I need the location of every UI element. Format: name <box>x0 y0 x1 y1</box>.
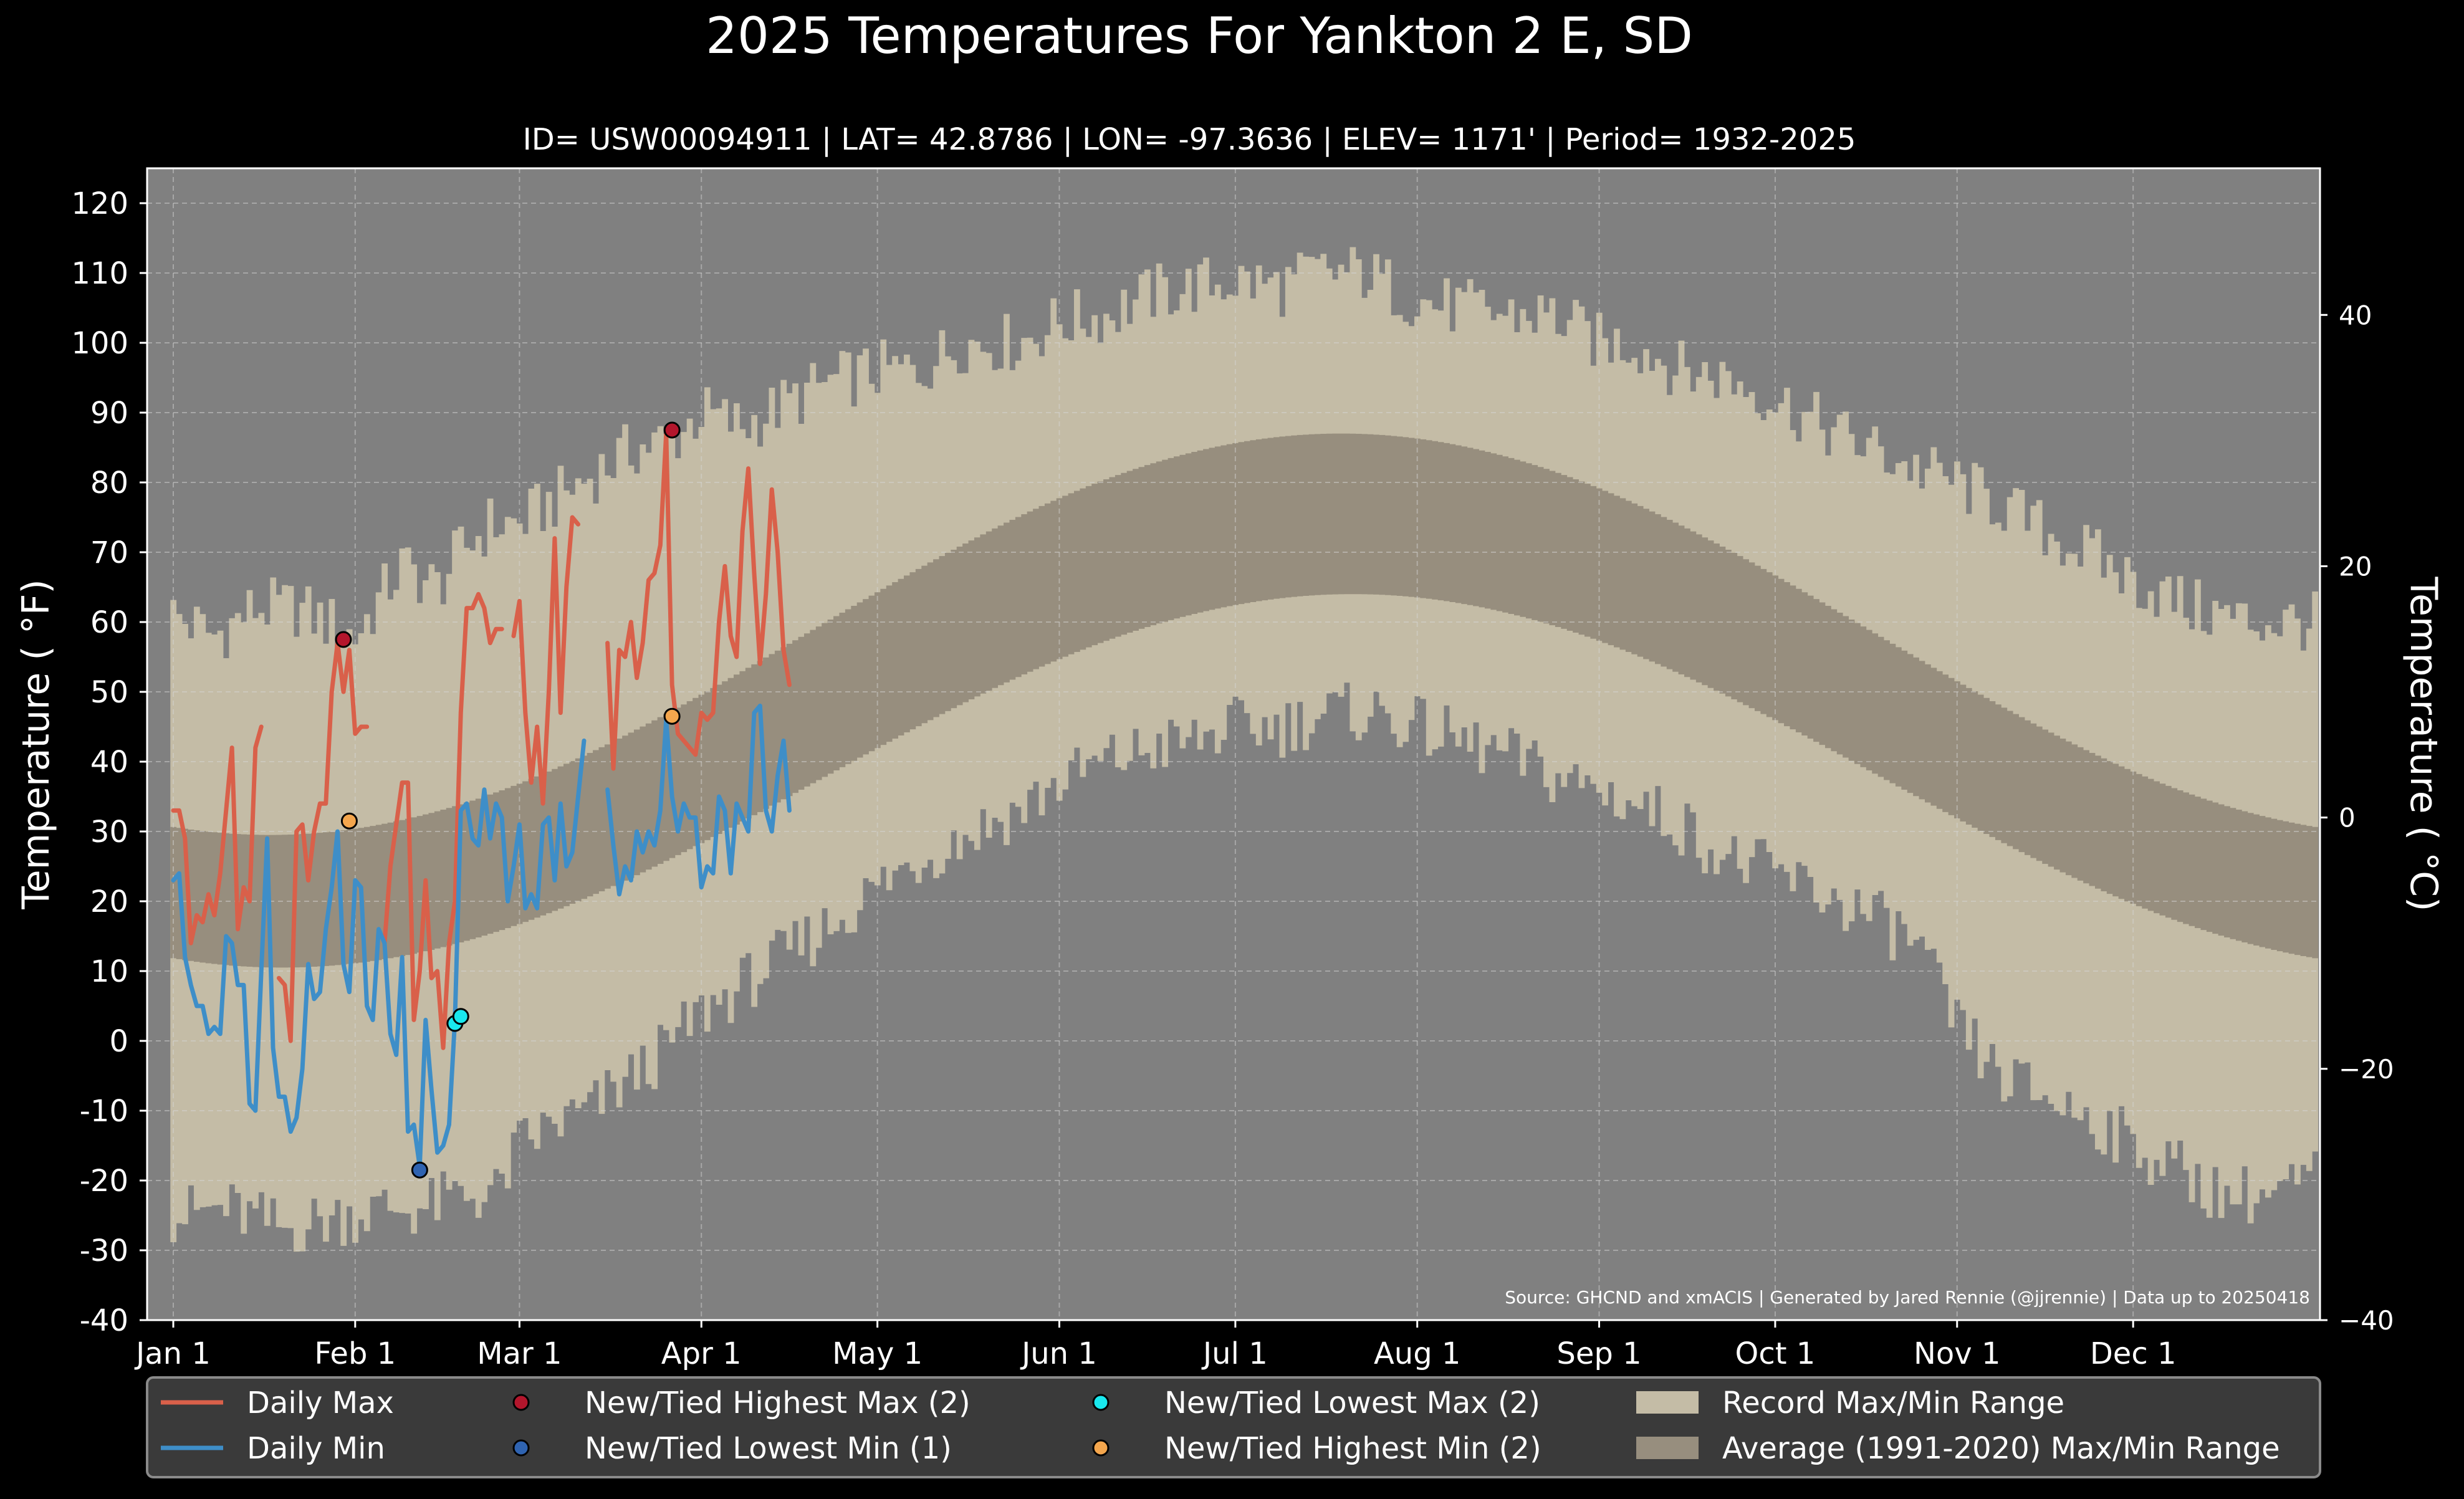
legend-swatch <box>1092 1394 1110 1411</box>
x-tick-label: May 1 <box>832 1336 923 1371</box>
plot-area <box>147 168 2320 1321</box>
x-tick-label: Aug 1 <box>1374 1336 1461 1371</box>
y-tick-label: 80 <box>90 466 128 500</box>
y-tick-label: 10 <box>90 954 128 989</box>
y2-axis-label: Temperature ( °C) <box>2402 577 2445 912</box>
legend-label: Daily Min <box>247 1431 385 1466</box>
y-tick-label: 60 <box>90 605 128 640</box>
y2-tick-label: −40 <box>2339 1305 2394 1336</box>
x-tick-label: Jun 1 <box>1020 1336 1097 1371</box>
legend-label: Average (1991-2020) Max/Min Range <box>1722 1431 2280 1466</box>
record-range-bars <box>170 247 2319 1252</box>
y2-tick-label: 40 <box>2339 300 2372 330</box>
x-tick-label: Apr 1 <box>661 1336 742 1371</box>
x-tick-label: Jul 1 <box>1201 1336 1268 1371</box>
record-marker <box>663 421 681 439</box>
axes: -40 -30 -20 -10 0 10 20 30 40 50 60 70 80 90 100 110 120… <box>71 167 2394 1371</box>
plot-frame <box>146 167 2321 1321</box>
legend-box <box>146 1376 2321 1478</box>
legend-swatch <box>1636 1391 1699 1414</box>
legend-item: Average (1991-2020) Max/Min Range <box>1636 1431 2280 1466</box>
y-axis-label: Temperature ( °F) <box>14 579 58 910</box>
average-range-bars <box>170 433 2319 968</box>
legend-swatch <box>1092 1439 1110 1457</box>
legend-item: New/Tied Lowest Max (2) <box>1092 1386 1540 1420</box>
record-marker <box>340 812 358 830</box>
legend-swatch <box>512 1394 530 1411</box>
legend-label: New/Tied Highest Max (2) <box>585 1386 971 1420</box>
y-tick-label: 120 <box>71 186 128 221</box>
source-note: Source: GHCND and xmACIS | Generated by … <box>1505 1287 2310 1308</box>
legend-label: New/Tied Lowest Max (2) <box>1164 1386 1540 1420</box>
y-tick-label: 110 <box>71 256 128 291</box>
x-tick-label: Jan 1 <box>134 1336 211 1371</box>
y-tick-label: 30 <box>90 815 128 850</box>
series-daily-max <box>171 431 792 1050</box>
record-marker <box>411 1161 428 1179</box>
legend-item: Daily Min <box>161 1431 385 1466</box>
series-line <box>171 703 792 1169</box>
y-tick-label: -20 <box>80 1164 128 1199</box>
chart-subtitle: ID= USW00094911 | LAT= 42.8786 | LON= -9… <box>523 122 1856 157</box>
record-markers <box>335 421 681 1179</box>
x-tick-label: Dec 1 <box>2090 1336 2177 1371</box>
series-line <box>171 431 792 1050</box>
y-tick-label: 20 <box>90 884 128 919</box>
legend-label: Record Max/Min Range <box>1722 1386 2064 1420</box>
legend-label: New/Tied Highest Min (2) <box>1164 1431 1541 1466</box>
record-marker <box>663 707 681 725</box>
legend-item: New/Tied Highest Max (2) <box>512 1386 971 1420</box>
legend: Daily Max Daily Min New/Tied Highest Max (… <box>146 1376 2321 1478</box>
y-tick-label: -10 <box>80 1094 128 1129</box>
x-tick-label: Sep 1 <box>1556 1336 1641 1371</box>
y-tick-label: -30 <box>80 1233 128 1268</box>
legend-item: Daily Max <box>161 1386 394 1420</box>
x-tick-label: Feb 1 <box>314 1336 396 1371</box>
record-marker <box>452 1008 469 1025</box>
y-tick-label: 70 <box>90 535 128 570</box>
y-tick-label: 50 <box>90 675 128 710</box>
legend-item: New/Tied Highest Min (2) <box>1092 1431 1541 1466</box>
y2-tick-label: 0 <box>2339 803 2356 833</box>
legend-item: Record Max/Min Range <box>1636 1386 2064 1420</box>
record-range-band <box>170 247 2319 1252</box>
series-daily-min <box>171 703 792 1169</box>
chart-title: 2025 Temperatures For Yankton 2 E, SD <box>706 7 1693 65</box>
y2-tick-label: 20 <box>2339 551 2372 582</box>
y-tick-label: 0 <box>109 1024 128 1059</box>
x-tick-label: Nov 1 <box>1914 1336 2000 1371</box>
legend-swatch <box>1636 1437 1699 1459</box>
legend-swatch <box>512 1439 530 1457</box>
y-tick-label: 40 <box>90 745 128 780</box>
x-tick-label: Oct 1 <box>1735 1336 1816 1371</box>
y-tick-label: 100 <box>71 326 128 361</box>
y-tick-label: 90 <box>90 396 128 431</box>
legend-item: New/Tied Lowest Min (1) <box>512 1431 952 1466</box>
legend-label: Daily Max <box>247 1386 394 1420</box>
average-range-band <box>170 433 2319 968</box>
record-marker <box>335 631 352 648</box>
legend-label: New/Tied Lowest Min (1) <box>585 1431 952 1466</box>
y-tick-label: -40 <box>80 1303 128 1338</box>
x-tick-label: Mar 1 <box>477 1336 562 1371</box>
y2-tick-label: −20 <box>2339 1054 2394 1085</box>
